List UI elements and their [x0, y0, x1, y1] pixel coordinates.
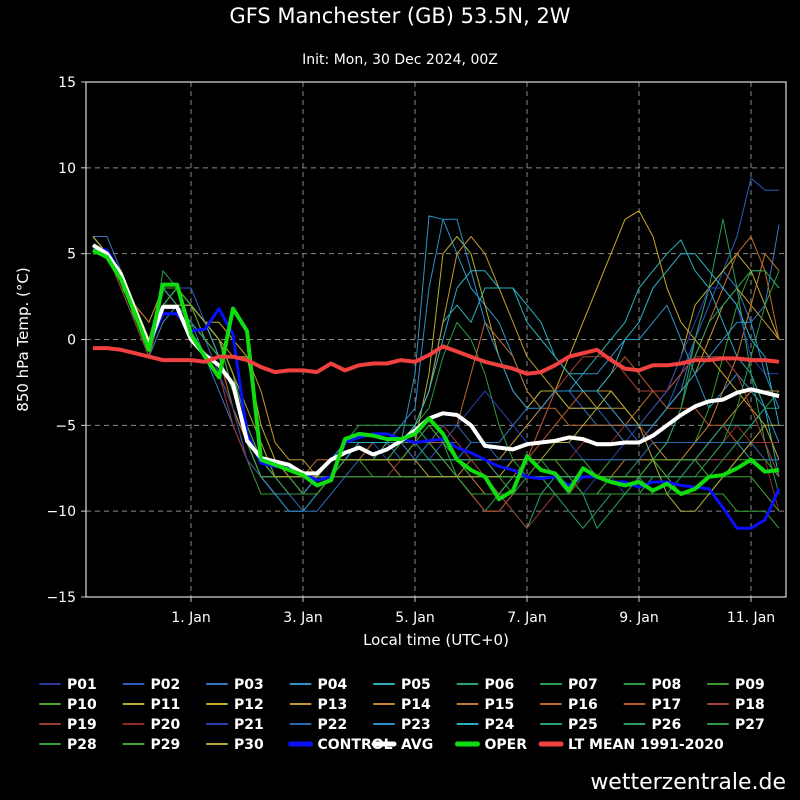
legend-item: P06 — [456, 677, 515, 693]
legend-item: P19 — [39, 717, 97, 733]
series-line-p29 — [93, 253, 780, 512]
legend-item: P03 — [206, 677, 264, 693]
legend-item: P14 — [373, 697, 431, 713]
x-tick-label: 9. Jan — [619, 610, 658, 626]
legend-item: P08 — [623, 677, 682, 693]
legend-label: OPER — [485, 737, 528, 753]
legend-item: P27 — [707, 717, 765, 733]
legend-label: P04 — [318, 677, 348, 693]
legend-label: P12 — [234, 697, 264, 713]
legend-item: P10 — [39, 697, 97, 713]
legend-label: P11 — [151, 697, 181, 713]
legend-item: P26 — [623, 717, 682, 733]
legend-label: P21 — [234, 717, 264, 733]
legend-label: AVG — [401, 737, 433, 753]
legend-item: P22 — [289, 717, 348, 733]
legend-item: P18 — [707, 697, 765, 713]
legend-label: P23 — [401, 717, 431, 733]
legend-item: P29 — [122, 737, 181, 753]
x-tick-label: 5. Jan — [395, 610, 434, 626]
legend-item: CONTROL — [288, 737, 393, 753]
chart-title: GFS Manchester (GB) 53.5N, 2W — [229, 4, 571, 28]
legend-label: P09 — [735, 677, 765, 693]
legend-item: P23 — [373, 717, 431, 733]
legend-label: P05 — [401, 677, 431, 693]
legend-item: P16 — [540, 697, 598, 713]
legend-label: P26 — [652, 717, 682, 733]
legend-label: P24 — [485, 717, 515, 733]
y-tick-label: 10 — [58, 161, 76, 177]
series-line-control — [92, 247, 781, 530]
y-tick-label: 15 — [58, 75, 76, 91]
legend-label: P28 — [67, 737, 97, 753]
legend-item: AVG — [371, 737, 433, 753]
y-tick-label: −10 — [46, 504, 76, 520]
plot-area — [86, 82, 786, 597]
legend-item: P09 — [707, 677, 765, 693]
x-tick-label: 11. Jan — [727, 610, 775, 626]
x-tick-label: 7. Jan — [507, 610, 546, 626]
legend-label: P15 — [485, 697, 515, 713]
legend-item: P28 — [39, 737, 97, 753]
y-tick-label: −15 — [46, 590, 76, 606]
legend-item: P21 — [206, 717, 264, 733]
legend-label: P16 — [568, 697, 598, 713]
legend-label: P01 — [67, 677, 97, 693]
legend-item: P15 — [456, 697, 515, 713]
series-line-lt-mean-1991-2020 — [93, 344, 780, 376]
legend-label: P02 — [151, 677, 181, 693]
legend-label: P08 — [652, 677, 682, 693]
y-tick-label: 0 — [67, 333, 76, 349]
legend-label: P19 — [67, 717, 97, 733]
legend-label: P13 — [318, 697, 348, 713]
legend-label: LT MEAN 1991-2020 — [568, 737, 724, 753]
legend-item: P17 — [623, 697, 682, 713]
legend-label: P27 — [735, 717, 765, 733]
legend-item: P11 — [122, 697, 181, 713]
legend-item: P30 — [206, 737, 264, 753]
legend-label: P03 — [234, 677, 264, 693]
legend-item: P12 — [206, 697, 264, 713]
x-axis-label: Local time (UTC+0) — [363, 631, 509, 649]
legend-label: P30 — [234, 737, 264, 753]
series-group — [91, 177, 781, 530]
legend-label: P17 — [652, 697, 682, 713]
legend-label: P20 — [151, 717, 181, 733]
plot-border — [85, 81, 787, 598]
chart-subtitle: Init: Mon, 30 Dec 2024, 00Z — [302, 52, 498, 68]
y-tick-label: 5 — [67, 247, 76, 263]
legend: P01 P02 P03 P04 P05 P06 P07 P08 P09 P10 P11 P12 P13 P… — [39, 677, 765, 753]
legend-item: LT MEAN 1991-2020 — [538, 737, 724, 753]
x-tick-label: 3. Jan — [283, 610, 322, 626]
y-tick-label: −5 — [55, 418, 76, 434]
legend-item: P20 — [122, 717, 181, 733]
legend-item: P05 — [373, 677, 431, 693]
y-axis-label: 850 hPa Temp. (°C) — [14, 267, 32, 411]
legend-label: P18 — [735, 697, 765, 713]
legend-label: P10 — [67, 697, 97, 713]
brand-watermark: wetterzentrale.de — [590, 770, 786, 795]
legend-item: P04 — [289, 677, 348, 693]
legend-label: P06 — [485, 677, 515, 693]
legend-item: P25 — [540, 717, 598, 733]
legend-item: P13 — [289, 697, 348, 713]
legend-label: P22 — [318, 717, 348, 733]
legend-label: CONTROL — [318, 737, 393, 753]
legend-label: P14 — [401, 697, 431, 713]
legend-item: P01 — [39, 677, 97, 693]
legend-item: OPER — [455, 737, 528, 753]
legend-item: P24 — [456, 717, 515, 733]
legend-item: P07 — [540, 677, 598, 693]
legend-label: P07 — [568, 677, 598, 693]
legend-item: P02 — [122, 677, 181, 693]
legend-label: P25 — [568, 717, 598, 733]
x-tick-label: 1. Jan — [171, 610, 210, 626]
legend-label: P29 — [151, 737, 181, 753]
